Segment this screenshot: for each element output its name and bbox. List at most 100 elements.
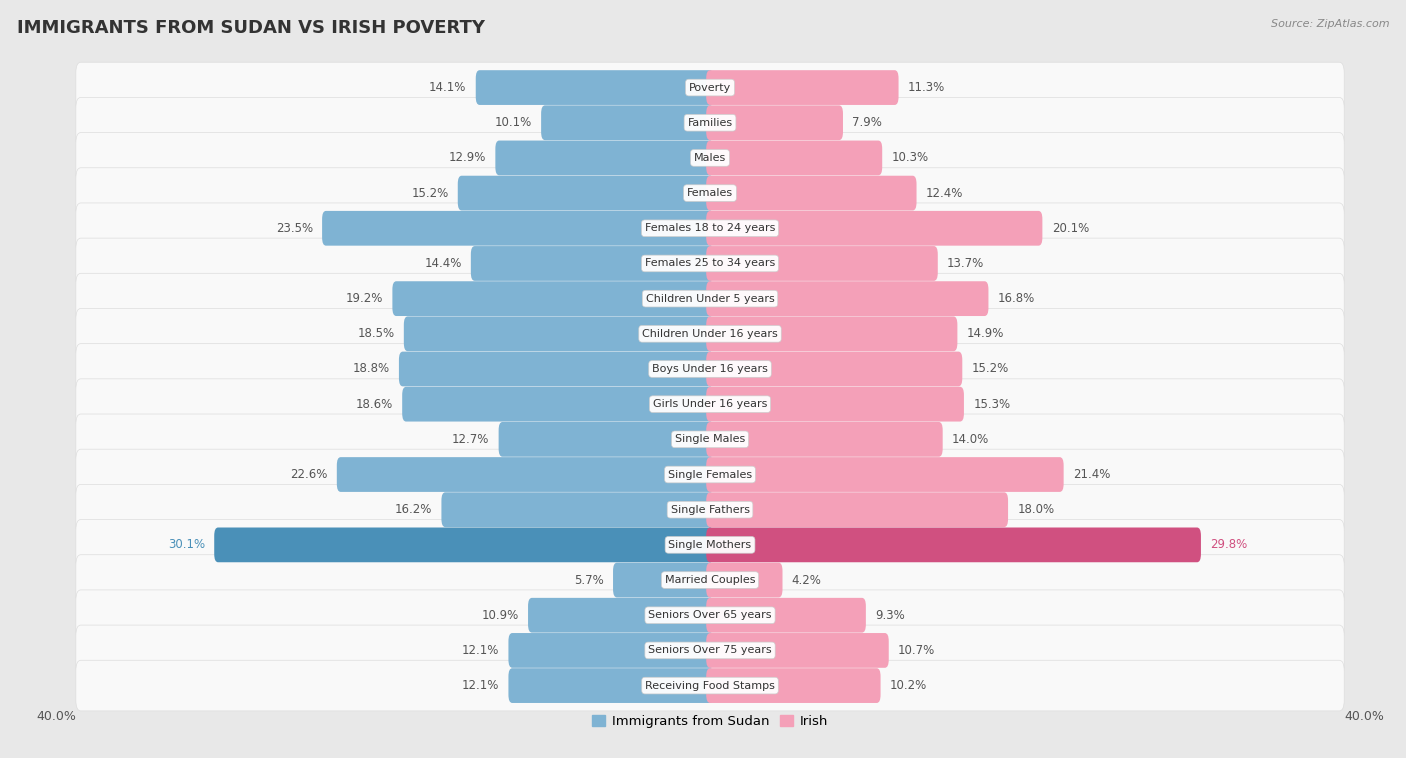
FancyBboxPatch shape: [404, 316, 714, 351]
FancyBboxPatch shape: [441, 493, 714, 527]
Text: Children Under 5 years: Children Under 5 years: [645, 293, 775, 304]
FancyBboxPatch shape: [337, 457, 714, 492]
Legend: Immigrants from Sudan, Irish: Immigrants from Sudan, Irish: [586, 709, 834, 733]
Text: Single Fathers: Single Fathers: [671, 505, 749, 515]
Text: 10.9%: 10.9%: [481, 609, 519, 622]
FancyBboxPatch shape: [76, 660, 1344, 711]
FancyBboxPatch shape: [76, 590, 1344, 641]
FancyBboxPatch shape: [706, 493, 1008, 527]
Text: 18.0%: 18.0%: [1018, 503, 1054, 516]
Text: Receiving Food Stamps: Receiving Food Stamps: [645, 681, 775, 691]
Text: 18.6%: 18.6%: [356, 398, 392, 411]
Text: 10.1%: 10.1%: [495, 116, 531, 130]
FancyBboxPatch shape: [706, 352, 962, 387]
Text: 18.8%: 18.8%: [353, 362, 389, 375]
FancyBboxPatch shape: [706, 281, 988, 316]
Text: Seniors Over 65 years: Seniors Over 65 years: [648, 610, 772, 620]
FancyBboxPatch shape: [76, 274, 1344, 324]
Text: Females 25 to 34 years: Females 25 to 34 years: [645, 258, 775, 268]
FancyBboxPatch shape: [706, 246, 938, 280]
FancyBboxPatch shape: [76, 343, 1344, 394]
FancyBboxPatch shape: [76, 484, 1344, 535]
FancyBboxPatch shape: [509, 669, 714, 703]
FancyBboxPatch shape: [76, 133, 1344, 183]
FancyBboxPatch shape: [706, 140, 882, 175]
FancyBboxPatch shape: [392, 281, 714, 316]
Text: 20.1%: 20.1%: [1052, 222, 1088, 235]
Text: Seniors Over 75 years: Seniors Over 75 years: [648, 645, 772, 656]
Text: 12.1%: 12.1%: [461, 644, 499, 657]
Text: 12.7%: 12.7%: [451, 433, 489, 446]
Text: IMMIGRANTS FROM SUDAN VS IRISH POVERTY: IMMIGRANTS FROM SUDAN VS IRISH POVERTY: [17, 19, 485, 37]
FancyBboxPatch shape: [706, 316, 957, 351]
FancyBboxPatch shape: [76, 203, 1344, 254]
FancyBboxPatch shape: [706, 211, 1042, 246]
FancyBboxPatch shape: [214, 528, 714, 562]
Text: 15.2%: 15.2%: [972, 362, 1008, 375]
FancyBboxPatch shape: [458, 176, 714, 211]
Text: 21.4%: 21.4%: [1073, 468, 1111, 481]
FancyBboxPatch shape: [541, 105, 714, 140]
Text: 13.7%: 13.7%: [948, 257, 984, 270]
Text: 30.1%: 30.1%: [167, 538, 205, 551]
FancyBboxPatch shape: [706, 105, 844, 140]
FancyBboxPatch shape: [706, 422, 942, 457]
Text: Females 18 to 24 years: Females 18 to 24 years: [645, 224, 775, 233]
Text: Married Couples: Married Couples: [665, 575, 755, 585]
Text: 7.9%: 7.9%: [852, 116, 882, 130]
Text: 12.9%: 12.9%: [449, 152, 486, 164]
Text: 14.0%: 14.0%: [952, 433, 990, 446]
Text: 18.5%: 18.5%: [357, 327, 395, 340]
Text: 15.3%: 15.3%: [973, 398, 1011, 411]
FancyBboxPatch shape: [509, 633, 714, 668]
FancyBboxPatch shape: [76, 449, 1344, 500]
Text: Boys Under 16 years: Boys Under 16 years: [652, 364, 768, 374]
Text: 19.2%: 19.2%: [346, 292, 382, 305]
Text: 9.3%: 9.3%: [875, 609, 905, 622]
FancyBboxPatch shape: [706, 528, 1201, 562]
Text: Children Under 16 years: Children Under 16 years: [643, 329, 778, 339]
FancyBboxPatch shape: [76, 379, 1344, 430]
FancyBboxPatch shape: [76, 62, 1344, 113]
FancyBboxPatch shape: [322, 211, 714, 246]
FancyBboxPatch shape: [495, 140, 714, 175]
FancyBboxPatch shape: [706, 70, 898, 105]
FancyBboxPatch shape: [402, 387, 714, 421]
Text: Single Females: Single Females: [668, 469, 752, 480]
Text: 10.2%: 10.2%: [890, 679, 927, 692]
FancyBboxPatch shape: [76, 309, 1344, 359]
Text: 4.2%: 4.2%: [792, 574, 821, 587]
Text: Families: Families: [688, 117, 733, 128]
Text: 14.4%: 14.4%: [425, 257, 461, 270]
Text: 10.7%: 10.7%: [898, 644, 935, 657]
Text: Single Males: Single Males: [675, 434, 745, 444]
Text: 14.1%: 14.1%: [429, 81, 467, 94]
Text: 14.9%: 14.9%: [967, 327, 1004, 340]
FancyBboxPatch shape: [475, 70, 714, 105]
Text: 12.4%: 12.4%: [925, 186, 963, 199]
Text: 11.3%: 11.3%: [908, 81, 945, 94]
FancyBboxPatch shape: [706, 669, 880, 703]
FancyBboxPatch shape: [706, 598, 866, 633]
FancyBboxPatch shape: [76, 168, 1344, 218]
FancyBboxPatch shape: [76, 519, 1344, 570]
Text: Single Mothers: Single Mothers: [668, 540, 752, 550]
FancyBboxPatch shape: [499, 422, 714, 457]
FancyBboxPatch shape: [706, 457, 1063, 492]
FancyBboxPatch shape: [471, 246, 714, 280]
Text: 22.6%: 22.6%: [290, 468, 328, 481]
Text: 16.8%: 16.8%: [998, 292, 1035, 305]
Text: 5.7%: 5.7%: [574, 574, 603, 587]
Text: 23.5%: 23.5%: [276, 222, 314, 235]
FancyBboxPatch shape: [706, 633, 889, 668]
FancyBboxPatch shape: [76, 414, 1344, 465]
FancyBboxPatch shape: [76, 98, 1344, 148]
Text: 29.8%: 29.8%: [1211, 538, 1247, 551]
FancyBboxPatch shape: [76, 625, 1344, 675]
Text: Males: Males: [695, 153, 725, 163]
FancyBboxPatch shape: [706, 176, 917, 211]
Text: 10.3%: 10.3%: [891, 152, 928, 164]
Text: 15.2%: 15.2%: [412, 186, 449, 199]
Text: Poverty: Poverty: [689, 83, 731, 92]
FancyBboxPatch shape: [706, 562, 783, 597]
